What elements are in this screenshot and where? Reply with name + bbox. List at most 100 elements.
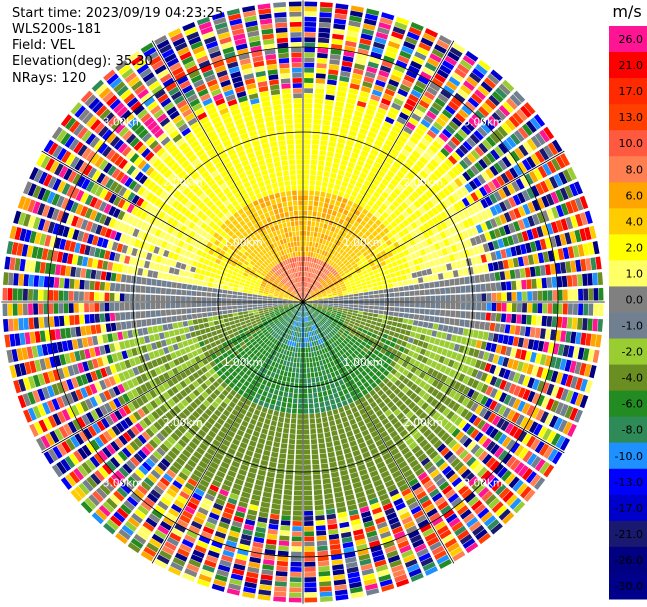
velocity-gate <box>317 391 323 398</box>
velocity-gate <box>297 419 303 424</box>
velocity-gate <box>375 564 389 573</box>
velocity-gate <box>406 31 420 41</box>
velocity-gate <box>304 21 317 27</box>
velocity-gate <box>377 443 387 452</box>
velocity-gate <box>100 367 108 378</box>
velocity-gate <box>124 359 132 369</box>
velocity-gate <box>339 411 347 418</box>
velocity-gate <box>516 303 522 313</box>
velocity-gate <box>493 129 504 141</box>
velocity-gate <box>382 435 391 443</box>
velocity-gate <box>244 316 250 321</box>
velocity-gate <box>408 93 420 103</box>
velocity-gate <box>409 308 415 314</box>
velocity-gate <box>430 197 439 206</box>
velocity-gate <box>367 312 374 317</box>
velocity-gate <box>489 205 498 216</box>
velocity-gate <box>264 324 270 329</box>
velocity-gate <box>361 370 368 377</box>
velocity-gate <box>348 307 354 310</box>
velocity-gate <box>480 312 486 321</box>
velocity-gate <box>206 396 214 404</box>
velocity-gate <box>570 260 577 273</box>
velocity-gate <box>303 185 309 190</box>
velocity-gate <box>573 409 583 423</box>
velocity-gate <box>305 251 309 257</box>
velocity-gate <box>429 282 435 289</box>
velocity-gate <box>403 285 410 291</box>
velocity-gate <box>500 249 507 259</box>
velocity-gate <box>132 411 142 421</box>
velocity-gate <box>409 358 416 365</box>
velocity-gate <box>292 331 295 337</box>
velocity-gate <box>325 335 330 341</box>
velocity-gate <box>196 369 204 377</box>
velocity-gate <box>354 533 366 541</box>
velocity-gate <box>470 149 481 160</box>
velocity-gate <box>503 381 512 393</box>
velocity-gate <box>367 378 374 385</box>
velocity-gate <box>559 233 567 246</box>
velocity-gate <box>332 336 337 342</box>
velocity-gate <box>380 203 388 211</box>
velocity-gate <box>311 341 315 347</box>
velocity-gate <box>352 115 362 123</box>
velocity-gate <box>408 194 416 203</box>
velocity-gate <box>393 312 399 317</box>
velocity-gate <box>339 433 347 440</box>
velocity-gate <box>311 149 319 155</box>
velocity-gate <box>352 290 358 294</box>
velocity-gate <box>549 415 559 428</box>
velocity-gate <box>572 289 578 301</box>
velocity-gate <box>113 511 126 523</box>
velocity-gate <box>521 123 533 136</box>
velocity-gate <box>236 473 246 481</box>
velocity-gate <box>245 387 252 395</box>
velocity-gate <box>215 435 224 443</box>
velocity-gate <box>276 560 289 567</box>
velocity-gate <box>167 369 175 378</box>
velocity-gate <box>314 318 318 323</box>
velocity-gate <box>377 426 386 434</box>
velocity-gate <box>367 409 375 417</box>
velocity-gate <box>554 357 562 370</box>
velocity-gate <box>389 360 397 368</box>
velocity-gate <box>543 126 555 140</box>
velocity-gate <box>199 442 208 451</box>
velocity-gate <box>319 333 324 338</box>
velocity-gate <box>414 308 420 314</box>
velocity-gate <box>471 479 483 491</box>
velocity-gate <box>289 582 302 588</box>
velocity-gate <box>188 366 196 374</box>
velocity-gate <box>72 418 82 431</box>
velocity-gate <box>122 463 133 474</box>
velocity-gate <box>308 200 314 206</box>
velocity-gate <box>570 199 579 213</box>
velocity-gate <box>307 210 313 216</box>
velocity-gate <box>390 179 399 187</box>
velocity-gate <box>333 111 343 118</box>
velocity-gate <box>325 358 330 364</box>
velocity-gate <box>218 466 228 474</box>
velocity-gate <box>341 334 347 340</box>
velocity-gate <box>345 318 351 323</box>
velocity-gate <box>229 320 235 326</box>
velocity-gate <box>364 374 371 381</box>
velocity-gate <box>579 228 587 242</box>
velocity-gate <box>422 415 431 424</box>
velocity-gate <box>237 338 243 344</box>
velocity-gate <box>365 136 375 144</box>
velocity-gate <box>394 474 404 483</box>
velocity-gate <box>377 488 387 497</box>
velocity-gate <box>287 371 292 378</box>
velocity-gate <box>220 366 227 373</box>
velocity-gate <box>571 317 578 330</box>
velocity-gate <box>413 200 422 209</box>
velocity-gate <box>507 235 515 246</box>
velocity-gate <box>143 416 152 427</box>
velocity-gate <box>408 501 420 511</box>
velocity-gate <box>422 321 429 328</box>
velocity-gate <box>122 404 132 415</box>
velocity-gate <box>501 303 507 312</box>
velocity-gate <box>306 295 311 299</box>
